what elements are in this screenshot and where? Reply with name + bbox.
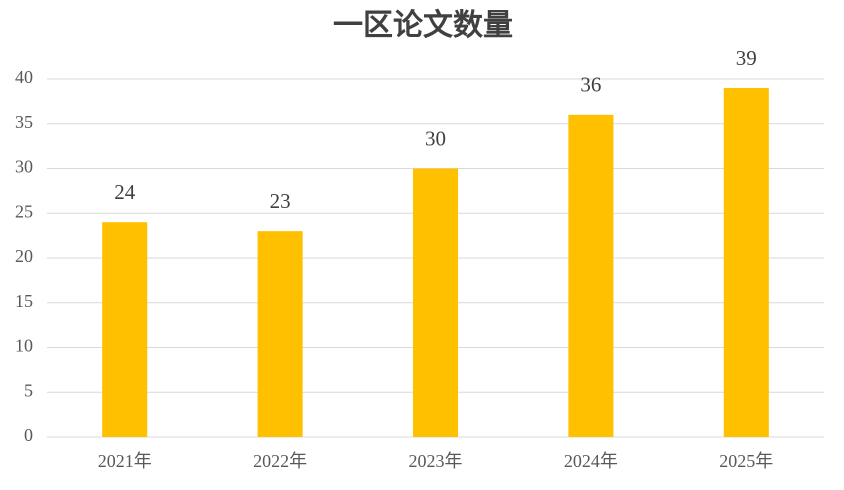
chart-title: 一区论文数量 — [333, 8, 513, 42]
y-tick-label: 35 — [15, 112, 33, 132]
data-label: 39 — [736, 46, 757, 70]
x-tick-label: 2023年 — [409, 451, 463, 471]
y-tick-label: 25 — [15, 201, 33, 221]
y-tick-label: 40 — [15, 67, 33, 87]
bar — [568, 114, 614, 438]
y-tick-label: 5 — [24, 380, 33, 400]
data-label: 30 — [425, 126, 446, 150]
bar — [257, 231, 303, 437]
x-tick-label: 2022年 — [253, 451, 307, 471]
x-tick-label: 2021年 — [98, 451, 152, 471]
y-tick-label: 30 — [15, 157, 33, 177]
y-tick-label: 15 — [15, 291, 33, 311]
data-label: 24 — [114, 180, 136, 204]
x-tick-label: 2025年 — [719, 451, 773, 471]
bar — [102, 222, 148, 437]
y-tick-label: 20 — [15, 246, 33, 266]
bar — [412, 168, 459, 437]
y-tick-label: 0 — [24, 425, 33, 445]
x-tick-label: 2024年 — [564, 451, 618, 471]
data-label: 36 — [580, 73, 601, 97]
bar — [723, 87, 769, 437]
data-label: 23 — [270, 189, 291, 213]
y-tick-label: 10 — [15, 336, 33, 356]
